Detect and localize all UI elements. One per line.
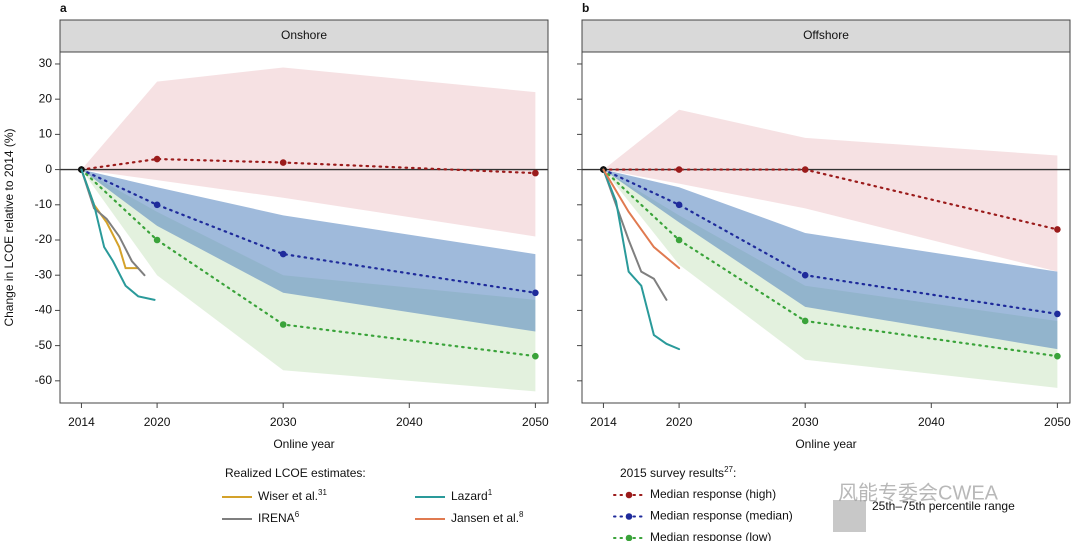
x-tick-label: 2040 (918, 415, 945, 429)
y-tick-label: 10 (39, 127, 53, 141)
x-tick-label: 2020 (666, 415, 693, 429)
x-tick-label: 2030 (792, 415, 819, 429)
panel-title: Offshore (803, 28, 849, 42)
plot-frame (59, 51, 549, 404)
survey-point (675, 201, 683, 209)
legend-label: Wiser et al.31 (258, 488, 327, 503)
legend-marker (625, 534, 633, 542)
legend-title: Realized LCOE estimates: (225, 466, 366, 480)
legend-name: Median response (median) (650, 509, 793, 523)
legend-ref: 8 (519, 510, 524, 519)
x-tick-label: 2014 (68, 415, 95, 429)
survey-point (532, 169, 539, 177)
y-tick-label: 20 (39, 91, 53, 105)
survey-point (801, 271, 809, 279)
legend-name: Wiser et al. (258, 489, 318, 503)
legend-swatch (833, 500, 866, 532)
legend-label: Median response (high) (650, 487, 776, 501)
legend-name: Lazard (451, 489, 488, 503)
survey-point (675, 236, 683, 244)
x-tick-label: 2020 (144, 415, 171, 429)
survey-line (602, 168, 1059, 358)
y-tick-label: 0 (45, 162, 52, 176)
survey-line (80, 168, 537, 358)
y-tick-label: -40 (35, 303, 53, 317)
legend-label: Median response (median) (650, 509, 793, 523)
band (603, 169, 1058, 388)
survey-point (1054, 352, 1061, 360)
survey-point (1054, 310, 1061, 318)
legend-name: Jansen et al. (451, 511, 519, 525)
legend-label: 25th–75th percentile range (872, 499, 1015, 513)
x-tick-label: 2030 (270, 415, 297, 429)
legend-name: Median response (high) (650, 487, 776, 501)
band (81, 169, 536, 332)
legend-title-text: 2015 survey results (620, 466, 724, 480)
legend-name: IRENA (258, 511, 295, 525)
x-tick-label: 2014 (590, 415, 617, 429)
band (603, 169, 1058, 350)
realized-line (602, 168, 668, 301)
legend-label: Jansen et al.8 (451, 510, 524, 525)
x-axis-label: Online year (273, 437, 334, 451)
y-tick-label: -50 (35, 338, 53, 352)
y-tick-label: -30 (35, 267, 53, 281)
y-tick-label: -60 (35, 373, 53, 387)
y-tick-label: -10 (35, 197, 53, 211)
legend-ref: 27 (724, 465, 733, 474)
survey-point (279, 250, 287, 258)
realized-line (80, 168, 156, 301)
survey-point (153, 201, 161, 209)
survey-point (279, 159, 287, 166)
survey-point (153, 236, 161, 244)
legend-ref: 1 (488, 488, 493, 497)
survey-point (532, 352, 539, 360)
survey-point (801, 317, 809, 325)
x-axis-label: Online year (795, 437, 856, 451)
legend-marker (625, 513, 633, 520)
legend-label: Lazard1 (451, 488, 493, 503)
legend-label: IRENA6 (258, 510, 300, 525)
x-tick-label: 2050 (1044, 415, 1071, 429)
y-tick-label: -20 (35, 232, 53, 246)
panel-label: b (582, 1, 589, 15)
legend-title: 2015 survey results27: (620, 465, 736, 480)
survey-point (153, 155, 161, 163)
survey-point (532, 289, 539, 297)
plot-frame (581, 51, 1071, 404)
survey-point (279, 321, 287, 328)
survey-line (80, 168, 537, 294)
panel-title: Onshore (281, 28, 327, 42)
x-tick-label: 2040 (396, 415, 423, 429)
legend-marker (625, 491, 633, 499)
band (603, 109, 1058, 272)
realized-line (602, 168, 681, 351)
x-tick-label: 2050 (522, 415, 549, 429)
survey-line (602, 168, 1059, 231)
legend-ref: 31 (318, 488, 327, 497)
band (81, 67, 536, 237)
realized-line (602, 168, 681, 270)
legend-suffix: : (733, 466, 736, 480)
legend-ref: 6 (295, 510, 300, 519)
watermark: 风能专委会CWEA (838, 481, 999, 504)
survey-point (801, 166, 809, 173)
legend-name: Median response (low) (650, 530, 771, 541)
y-tick-label: 30 (39, 56, 53, 70)
survey-line (80, 157, 537, 175)
legend-label: Median response (low) (650, 530, 771, 541)
survey-line (602, 168, 1059, 316)
y-axis-label: Change in LCOE relative to 2014 (%) (2, 128, 16, 326)
survey-point (1054, 226, 1061, 233)
survey-point (675, 166, 683, 173)
panel-strip (581, 19, 1071, 53)
panel-label: a (60, 1, 67, 15)
